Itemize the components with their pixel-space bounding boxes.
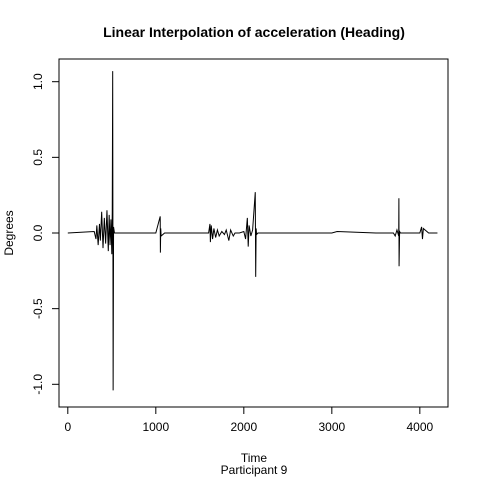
y-tick-label: -0.5	[31, 298, 45, 319]
x-axis-label: Time	[241, 451, 268, 465]
chart-title: Linear Interpolation of acceleration (He…	[103, 24, 405, 40]
y-tick-label: 1.0	[31, 73, 45, 90]
x-axis: 0 1000 2000 3000 4000	[64, 406, 434, 434]
x-tick-label: 1000	[142, 420, 169, 434]
series-layer	[67, 71, 438, 391]
x-tick-label: 3000	[318, 420, 345, 434]
x-tick-label: 4000	[406, 420, 433, 434]
y-tick-label: 0.0	[31, 224, 45, 241]
series-line	[67, 71, 438, 391]
y-tick-label: 0.5	[31, 149, 45, 166]
y-tick-label: -1.0	[31, 374, 45, 395]
y-axis-label: Degrees	[2, 210, 16, 255]
x-tick-label: 2000	[230, 420, 257, 434]
x-tick-label: 0	[64, 420, 71, 434]
chart-subtitle: Participant 9	[221, 463, 288, 477]
y-axis: -1.0 -0.5 0.0 0.5 1.0	[31, 73, 60, 395]
